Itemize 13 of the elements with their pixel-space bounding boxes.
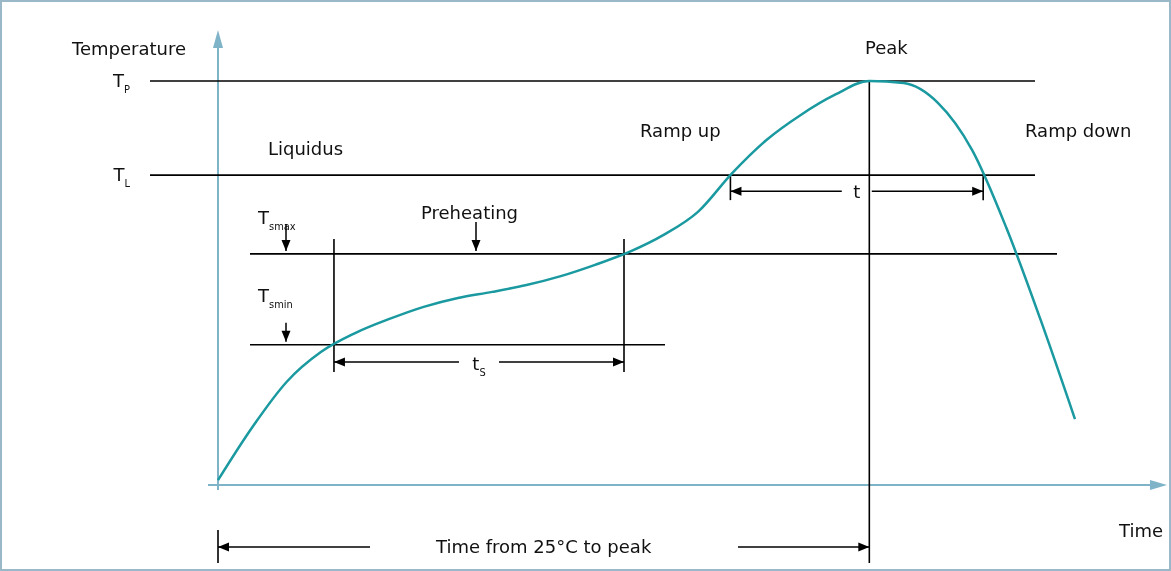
annotation: t [853,181,861,202]
annotation: t$_{S}$ [472,353,486,378]
ref-line-label: T$_{smin}$ [257,284,293,310]
ref-line-label: T$_{P}$ [112,70,131,95]
x-axis-title: Time [1117,520,1163,541]
annotation: Ramp down [1025,120,1132,141]
annotation: Ramp up [640,120,721,141]
text: Time from 25°C to peak [435,536,652,557]
y-axis-title: Temperature [71,38,187,59]
ref-line-label: T$_{L}$ [112,164,131,189]
text: Peak [864,37,909,58]
annotation: Liquidus [268,138,344,159]
annotation: Preheating [421,202,519,223]
